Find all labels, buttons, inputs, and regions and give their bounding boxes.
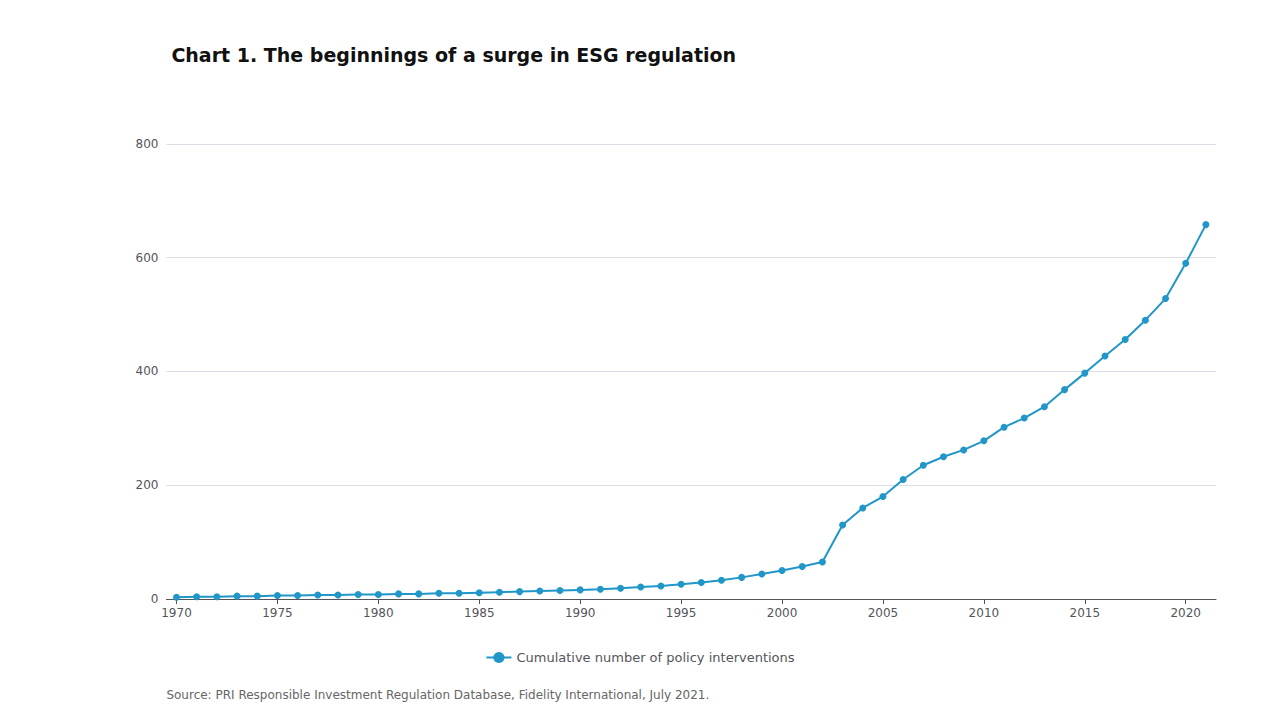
svg-text:2010: 2010 — [969, 606, 1000, 620]
svg-text:2005: 2005 — [868, 606, 899, 620]
svg-text:600: 600 — [135, 251, 158, 265]
svg-text:1995: 1995 — [666, 606, 697, 620]
svg-text:1980: 1980 — [363, 606, 394, 620]
svg-text:800: 800 — [135, 137, 158, 151]
svg-text:1970: 1970 — [161, 606, 192, 620]
svg-text:1975: 1975 — [262, 606, 293, 620]
svg-text:1990: 1990 — [565, 606, 596, 620]
svg-text:2015: 2015 — [1070, 606, 1101, 620]
svg-text:Source: PRI Responsible Invest: Source: PRI Responsible Investment Regul… — [166, 688, 709, 702]
svg-text:Chart 1. The beginnings of a s: Chart 1. The beginnings of a surge in ES… — [171, 44, 736, 66]
svg-text:Cumulative number of policy in: Cumulative number of policy intervention… — [516, 650, 794, 665]
svg-text:2000: 2000 — [767, 606, 798, 620]
svg-text:0: 0 — [151, 592, 159, 606]
svg-text:200: 200 — [135, 478, 158, 492]
svg-text:2020: 2020 — [1170, 606, 1201, 620]
svg-text:1985: 1985 — [464, 606, 495, 620]
svg-text:400: 400 — [135, 364, 158, 378]
